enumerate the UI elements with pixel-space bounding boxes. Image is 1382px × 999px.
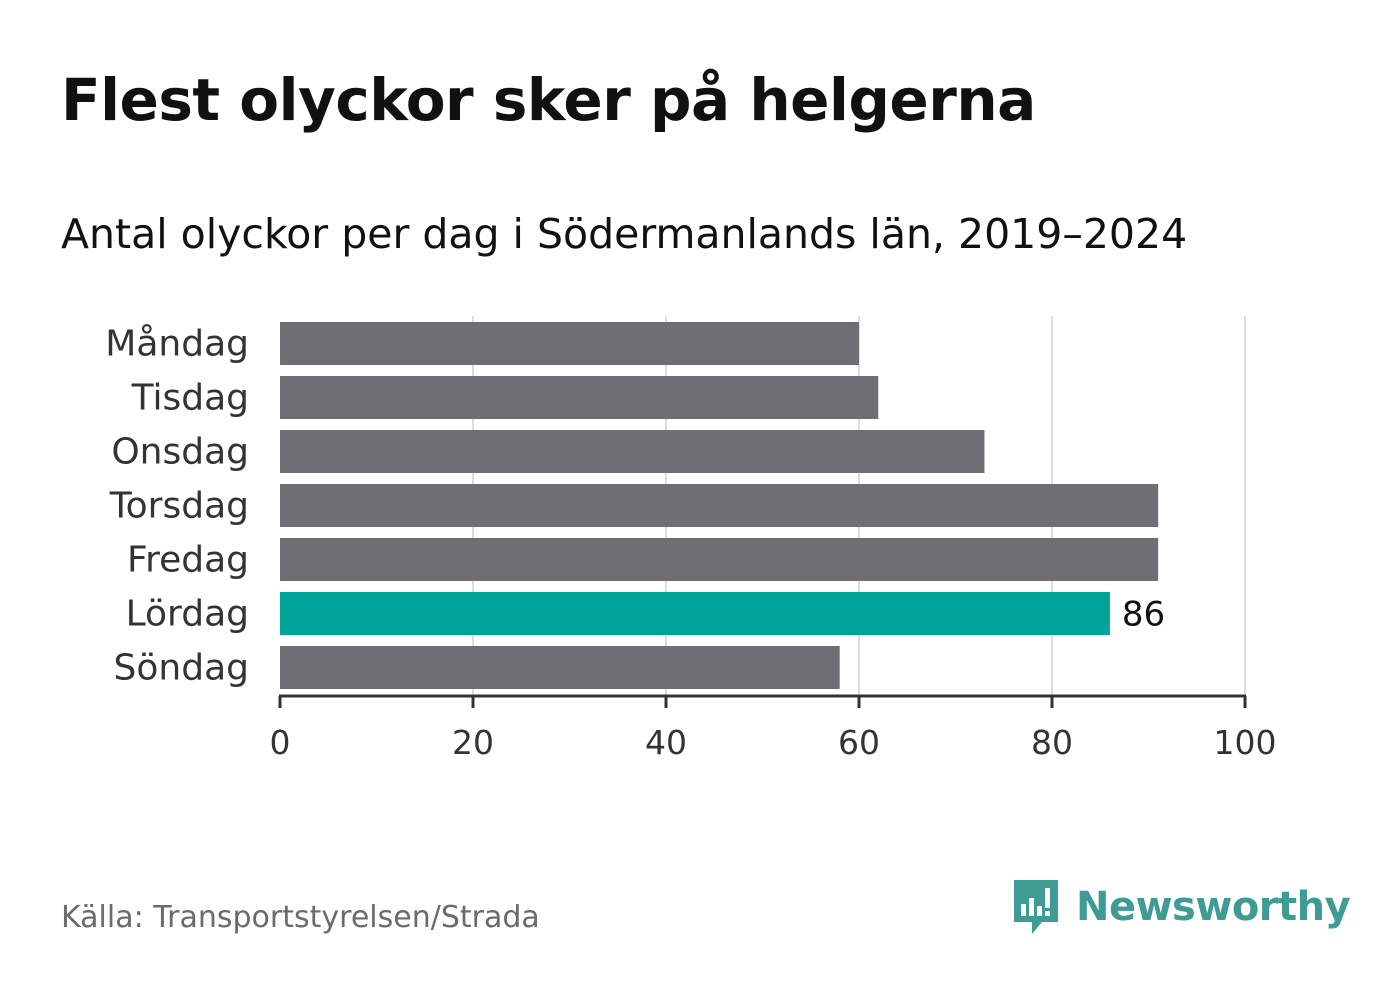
bar-onsdag [280,430,985,473]
bar-lördag [280,592,1110,635]
bar-fredag [280,538,1159,581]
data-labels: 86 [1122,595,1165,635]
x-tick-label: 0 [270,723,291,762]
bar-chart: Måndag Tisdag Onsdag Torsdag Fredag Lördag Sön… [105,316,1277,762]
category-label: Tisdag [131,378,249,419]
category-label: Lördag [126,594,249,635]
brand-logo: Newsworthy [1010,876,1351,938]
x-tick-label: 20 [452,723,494,762]
bar-tisdag [280,376,879,419]
bar-torsdag [280,484,1159,527]
chart-subtitle: Antal olyckor per dag i Södermanlands lä… [61,210,1188,258]
bars [280,322,1159,689]
x-tick-label: 40 [645,723,687,762]
chart-title: Flest olyckor sker på helgerna [61,66,1036,134]
source-note: Källa: Transportstyrelsen/Strada [61,900,540,935]
x-axis: 0 20 40 60 80 100 [270,694,1277,762]
category-label: Onsdag [111,432,249,473]
newsworthy-logo-icon [1014,880,1058,934]
category-label: Söndag [114,648,249,689]
data-label: 86 [1122,595,1165,635]
bar-söndag [280,646,840,689]
category-label: Fredag [127,540,249,581]
category-label: Torsdag [109,486,249,527]
x-tick-label: 60 [838,723,880,762]
brand-name: Newsworthy [1076,884,1351,930]
category-labels: Måndag Tisdag Onsdag Torsdag Fredag Lördag Sön… [105,324,249,689]
category-label: Måndag [105,324,249,365]
x-tick-label: 100 [1214,723,1277,762]
x-tick-label: 80 [1031,723,1073,762]
bar-måndag [280,322,859,365]
